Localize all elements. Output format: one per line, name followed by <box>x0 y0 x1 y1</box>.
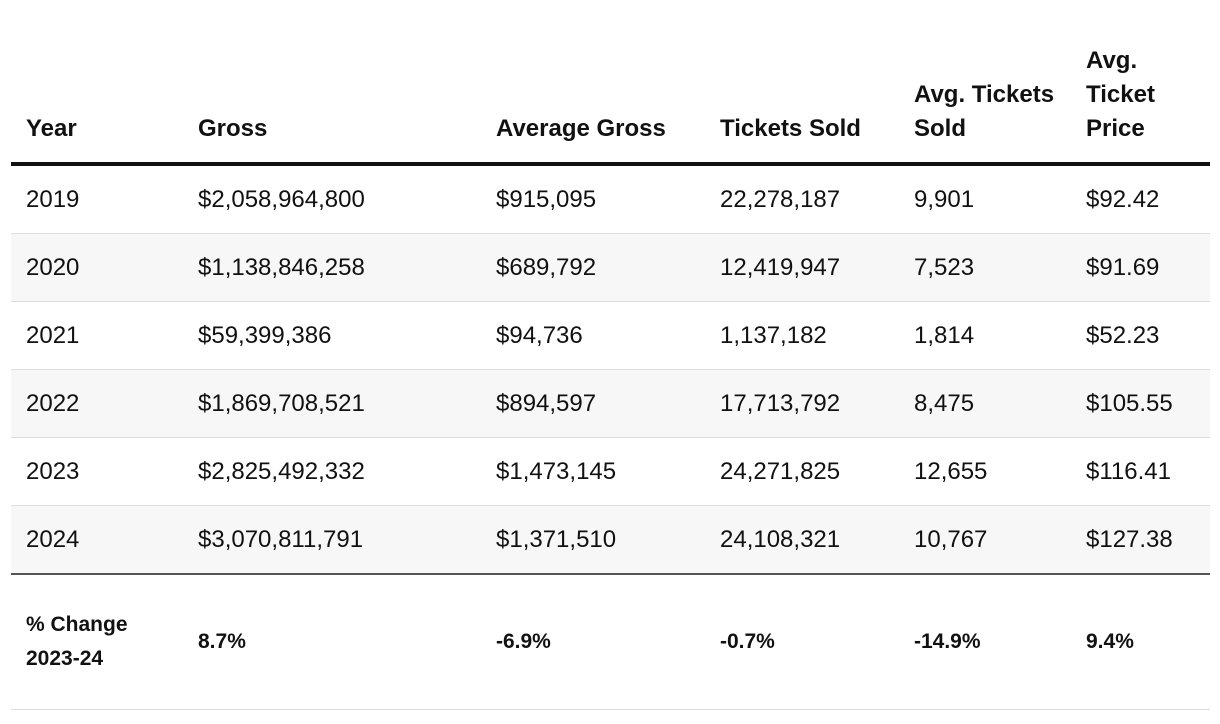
cell-year: 2019 <box>11 164 183 234</box>
cell-average-gross: $1,371,510 <box>481 505 705 575</box>
cell-tickets-sold: 24,108,321 <box>705 505 899 575</box>
cell-average-gross: $94,736 <box>481 301 705 370</box>
cell-avg-tickets-sold: 8,475 <box>899 369 1071 438</box>
footer-label: % Change 2023-24 <box>11 574 183 710</box>
cell-avg-tickets-sold: 10,767 <box>899 505 1071 575</box>
column-header-year: Year <box>11 44 183 166</box>
table-header: Year Gross Average Gross Tickets Sold Av… <box>11 44 1210 166</box>
footer-average-gross-change: -6.9% <box>481 574 705 710</box>
cell-avg-ticket-price: $105.55 <box>1071 369 1210 438</box>
table-row: 2024 $3,070,811,791 $1,371,510 24,108,321 10… <box>11 505 1210 575</box>
cell-avg-tickets-sold: 1,814 <box>899 301 1071 370</box>
cell-year: 2020 <box>11 233 183 302</box>
cell-avg-tickets-sold: 12,655 <box>899 437 1071 506</box>
table-row: 2019 $2,058,964,800 $915,095 22,278,187 9,90… <box>11 164 1210 234</box>
cell-tickets-sold: 17,713,792 <box>705 369 899 438</box>
footer-avg-ticket-price-change: 9.4% <box>1071 574 1210 710</box>
cell-tickets-sold: 24,271,825 <box>705 437 899 506</box>
percent-change-row: % Change 2023-24 8.7% -6.9% -0.7% -14.9%… <box>11 574 1210 710</box>
column-header-avg-ticket-price: Avg. Ticket Price <box>1071 44 1210 166</box>
cell-avg-tickets-sold: 9,901 <box>899 164 1071 234</box>
cell-avg-tickets-sold: 7,523 <box>899 233 1071 302</box>
footer-gross-change: 8.7% <box>183 574 481 710</box>
cell-gross: $59,399,386 <box>183 301 481 370</box>
cell-gross: $1,138,846,258 <box>183 233 481 302</box>
cell-gross: $2,058,964,800 <box>183 164 481 234</box>
column-header-average-gross: Average Gross <box>481 44 705 166</box>
cell-year: 2024 <box>11 505 183 575</box>
footer-avg-tickets-sold-change: -14.9% <box>899 574 1071 710</box>
cell-gross: $1,869,708,521 <box>183 369 481 438</box>
table-row: 2020 $1,138,846,258 $689,792 12,419,947 7,52… <box>11 233 1210 302</box>
box-office-table: Year Gross Average Gross Tickets Sold Av… <box>11 44 1210 710</box>
cell-avg-ticket-price: $127.38 <box>1071 505 1210 575</box>
cell-average-gross: $915,095 <box>481 164 705 234</box>
cell-year: 2022 <box>11 369 183 438</box>
cell-tickets-sold: 1,137,182 <box>705 301 899 370</box>
cell-gross: $3,070,811,791 <box>183 505 481 575</box>
header-row: Year Gross Average Gross Tickets Sold Av… <box>11 44 1210 166</box>
column-header-tickets-sold: Tickets Sold <box>705 44 899 166</box>
cell-average-gross: $689,792 <box>481 233 705 302</box>
cell-gross: $2,825,492,332 <box>183 437 481 506</box>
cell-avg-ticket-price: $52.23 <box>1071 301 1210 370</box>
cell-avg-ticket-price: $91.69 <box>1071 233 1210 302</box>
cell-tickets-sold: 22,278,187 <box>705 164 899 234</box>
column-header-avg-tickets-sold: Avg. Tickets Sold <box>899 44 1071 166</box>
cell-avg-ticket-price: $92.42 <box>1071 164 1210 234</box>
column-header-gross: Gross <box>183 44 481 166</box>
cell-tickets-sold: 12,419,947 <box>705 233 899 302</box>
table-footer: % Change 2023-24 8.7% -6.9% -0.7% -14.9%… <box>11 574 1210 710</box>
table-row: 2021 $59,399,386 $94,736 1,137,182 1,814 $52.… <box>11 301 1210 370</box>
cell-year: 2021 <box>11 301 183 370</box>
cell-average-gross: $1,473,145 <box>481 437 705 506</box>
cell-average-gross: $894,597 <box>481 369 705 438</box>
cell-avg-ticket-price: $116.41 <box>1071 437 1210 506</box>
cell-year: 2023 <box>11 437 183 506</box>
table-body: 2019 $2,058,964,800 $915,095 22,278,187 9,90… <box>11 164 1210 575</box>
table-row: 2022 $1,869,708,521 $894,597 17,713,792 8,47… <box>11 369 1210 438</box>
footer-tickets-sold-change: -0.7% <box>705 574 899 710</box>
table-row: 2023 $2,825,492,332 $1,473,145 24,271,825 12… <box>11 437 1210 506</box>
